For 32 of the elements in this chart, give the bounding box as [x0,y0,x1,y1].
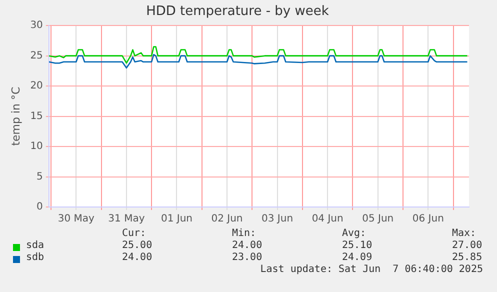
y-tick-label: 30 [30,20,43,32]
text: 24.00 [122,252,152,263]
y-axis-title: temp in °C [9,86,22,146]
text: 23.00 [232,252,262,263]
y-tick-label: 0 [36,202,43,213]
legend-label: sdb [26,252,44,263]
y-tick-label: 25 [30,50,43,62]
y-tick-label: 5 [36,171,43,182]
text: Max: [452,228,476,239]
text: 27.00 [452,240,482,251]
text: 25.85 [452,252,482,263]
text: 25.10 [342,240,372,251]
legend-label: sda [26,240,44,251]
text: Min: [232,228,256,239]
x-tick-label: 04 Jun [312,214,344,225]
text: Avg: [342,228,366,239]
y-tick-label: 10 [30,141,43,152]
x-tick-label: 30 May [58,214,95,225]
y-tick-label: 15 [30,110,43,122]
chart-title: HDD temperature - by week [146,4,330,20]
text: 24.00 [232,240,262,251]
x-tick-label: 31 May [108,214,145,225]
text: Cur: [122,228,146,239]
text: 24.09 [342,252,372,263]
x-tick-label: 02 Jun [211,214,243,225]
text: Last update: Sat Jun 7 06:40:00 2025 [260,264,483,275]
text: 25.00 [122,240,152,251]
x-tick-label: 06 Jun [412,214,444,225]
y-tick-label: 20 [30,80,43,92]
x-tick-label: 01 Jun [160,214,192,225]
x-tick-label: 05 Jun [362,214,394,225]
x-tick-label: 03 Jun [262,214,294,225]
